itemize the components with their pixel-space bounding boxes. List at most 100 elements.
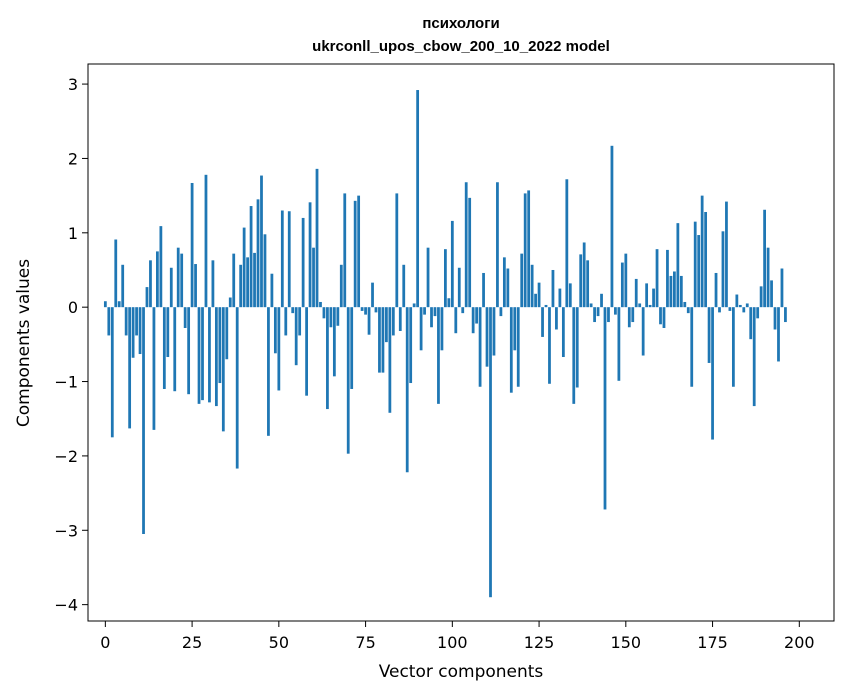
bar-component-100 [450, 220, 454, 308]
bar-component-119 [516, 307, 520, 387]
bar-component-25 [190, 182, 194, 308]
plot-frame [87, 63, 835, 622]
bar-component-71 [350, 307, 354, 389]
bar-component-192 [770, 280, 773, 308]
y-tick-label: −2 [54, 447, 78, 466]
x-tick-label: 0 [100, 633, 110, 652]
bar-component-178 [721, 231, 725, 308]
bar-component-91 [419, 307, 423, 351]
bar-component-137 [579, 254, 583, 308]
bar-component-143 [600, 293, 603, 308]
bar-component-160 [659, 307, 662, 325]
bar-component-147 [614, 307, 617, 315]
bar-component-52 [284, 307, 288, 336]
bar-component-140 [589, 303, 593, 308]
bar-component-101 [454, 307, 458, 334]
bar-component-154 [638, 303, 642, 308]
bar-component-27 [197, 307, 201, 404]
bar-component-55 [294, 307, 298, 366]
bar-component-13 [149, 260, 152, 308]
bar-component-184 [742, 307, 746, 313]
bar-component-144 [603, 307, 607, 510]
bar-component-0 [103, 301, 107, 308]
bar-component-73 [357, 195, 361, 308]
bar-component-69 [343, 193, 347, 308]
bar-component-168 [686, 307, 690, 314]
bar-component-3 [114, 239, 118, 308]
bar-component-14 [152, 307, 156, 430]
bar-component-177 [718, 307, 721, 313]
bar-component-64 [326, 307, 329, 410]
bar-component-17 [162, 307, 166, 389]
bar-component-33 [218, 307, 222, 384]
bar-component-193 [773, 307, 777, 330]
bar-component-74 [360, 307, 364, 311]
bar-component-61 [315, 168, 319, 308]
bar-component-169 [690, 307, 694, 387]
bar-component-186 [749, 307, 753, 340]
bar-component-185 [745, 303, 749, 308]
bar-component-120 [520, 253, 524, 308]
bar-component-122 [527, 190, 531, 308]
bar-component-15 [156, 251, 159, 308]
bar-component-157 [648, 304, 652, 308]
bar-component-49 [273, 307, 277, 354]
y-axis-label: Components values [14, 259, 34, 427]
bar-component-35 [225, 307, 229, 360]
bar-component-164 [673, 271, 676, 308]
bar-component-145 [607, 307, 610, 323]
bar-component-42 [249, 206, 253, 308]
bar-component-149 [620, 262, 624, 308]
bar-component-53 [287, 211, 291, 308]
bar-component-70 [346, 307, 350, 454]
bar-component-155 [641, 307, 645, 356]
bar-component-129 [551, 269, 555, 308]
y-tick-label: 1 [68, 224, 78, 243]
bar-component-60 [312, 247, 315, 308]
bar-component-93 [426, 247, 430, 308]
bar-component-131 [558, 288, 562, 308]
bar-component-50 [277, 307, 281, 391]
bar-component-125 [537, 282, 541, 308]
bar-component-123 [530, 264, 534, 308]
bar-component-48 [270, 273, 274, 308]
bar-component-111 [489, 307, 492, 598]
bar-component-16 [159, 226, 163, 308]
bar-component-188 [756, 307, 760, 319]
bar-component-72 [353, 200, 357, 308]
bar-component-2 [110, 307, 114, 438]
bar-component-181 [731, 307, 735, 387]
bar-component-182 [735, 294, 739, 308]
bar-component-31 [211, 260, 215, 308]
bar-component-21 [176, 247, 180, 308]
bar-component-40 [242, 227, 246, 308]
bar-component-11 [142, 307, 145, 534]
bar-component-116 [506, 268, 510, 308]
x-tick-label: 75 [355, 633, 375, 652]
x-tick-label: 100 [437, 633, 468, 652]
bar-component-66 [332, 307, 336, 377]
bar-component-78 [374, 307, 378, 313]
bar-component-86 [402, 264, 406, 308]
bar-component-79 [378, 307, 381, 373]
x-tick-label: 50 [269, 633, 289, 652]
bar-component-96 [437, 307, 440, 404]
bar-component-44 [256, 199, 260, 308]
bar-component-161 [662, 307, 666, 328]
bar-component-189 [759, 286, 763, 308]
bar-component-43 [253, 252, 256, 308]
bar-component-156 [645, 283, 649, 308]
bar-component-166 [679, 275, 683, 308]
bar-component-89 [412, 303, 416, 308]
x-tick-label: 200 [784, 633, 815, 652]
bar-component-37 [232, 253, 236, 308]
bar-component-22 [180, 253, 184, 308]
bar-component-28 [201, 307, 204, 401]
bar-component-75 [364, 307, 367, 315]
bar-component-5 [121, 264, 125, 308]
bar-component-85 [398, 307, 402, 331]
bar-component-194 [777, 307, 780, 362]
bar-component-83 [391, 307, 395, 336]
bar-component-20 [173, 307, 177, 392]
bar-component-152 [631, 307, 635, 323]
